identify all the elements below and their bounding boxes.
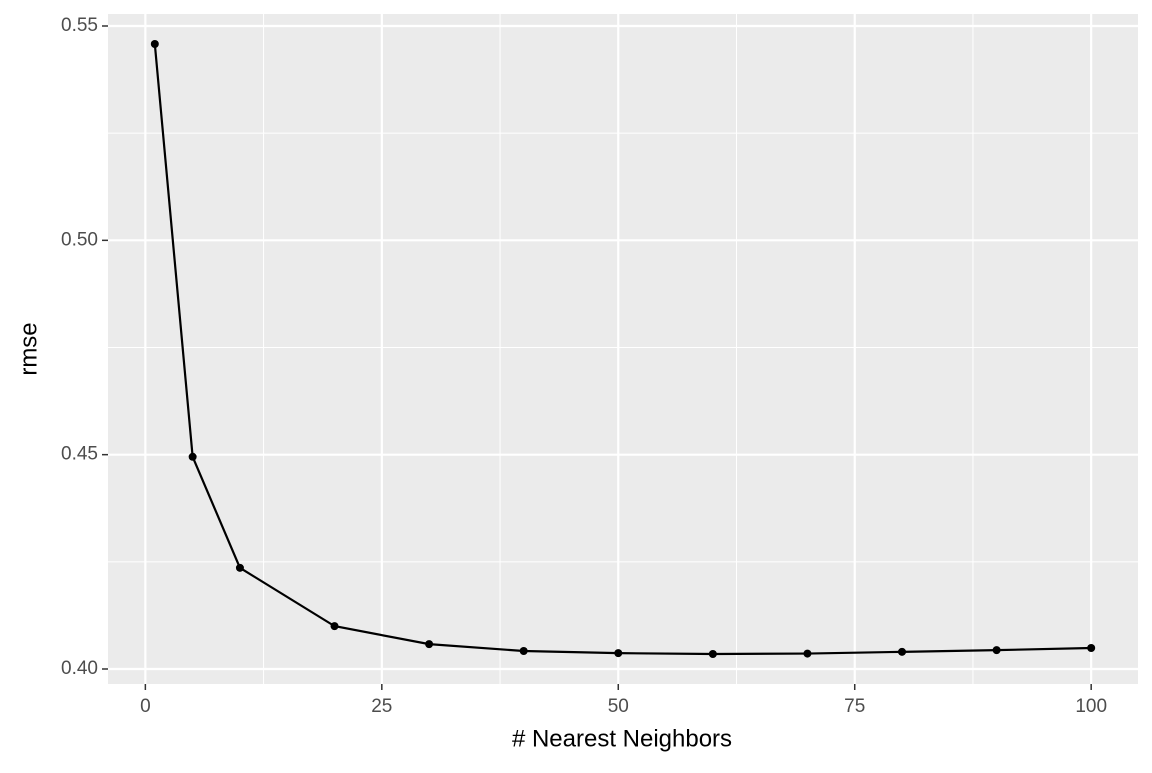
plot-panel (108, 14, 1138, 684)
x-tick-label: 0 (140, 696, 151, 717)
x-tick-label: 75 (844, 696, 865, 717)
data-point (708, 649, 717, 658)
data-point (992, 646, 1001, 655)
y-tick-label: 0.45 (61, 444, 98, 465)
y-tick-label: 0.55 (61, 15, 98, 36)
data-point (235, 563, 244, 572)
x-tick-label: 100 (1075, 696, 1107, 717)
data-point (425, 640, 434, 649)
x-tick-label: 50 (608, 696, 629, 717)
y-tick-label: 0.50 (61, 229, 98, 250)
data-point (614, 649, 623, 658)
data-point (188, 452, 197, 461)
y-axis-label: rmse (15, 322, 42, 375)
data-point (330, 622, 339, 631)
data-line (153, 43, 1092, 656)
data-point (898, 647, 907, 656)
y-tick-label: 0.40 (61, 658, 98, 679)
data-point (150, 40, 159, 49)
x-axis-label: # Nearest Neighbors (512, 725, 732, 752)
data-point (803, 649, 812, 658)
data-point (519, 646, 528, 655)
data-point (1087, 643, 1096, 652)
x-tick-label: 25 (371, 696, 392, 717)
